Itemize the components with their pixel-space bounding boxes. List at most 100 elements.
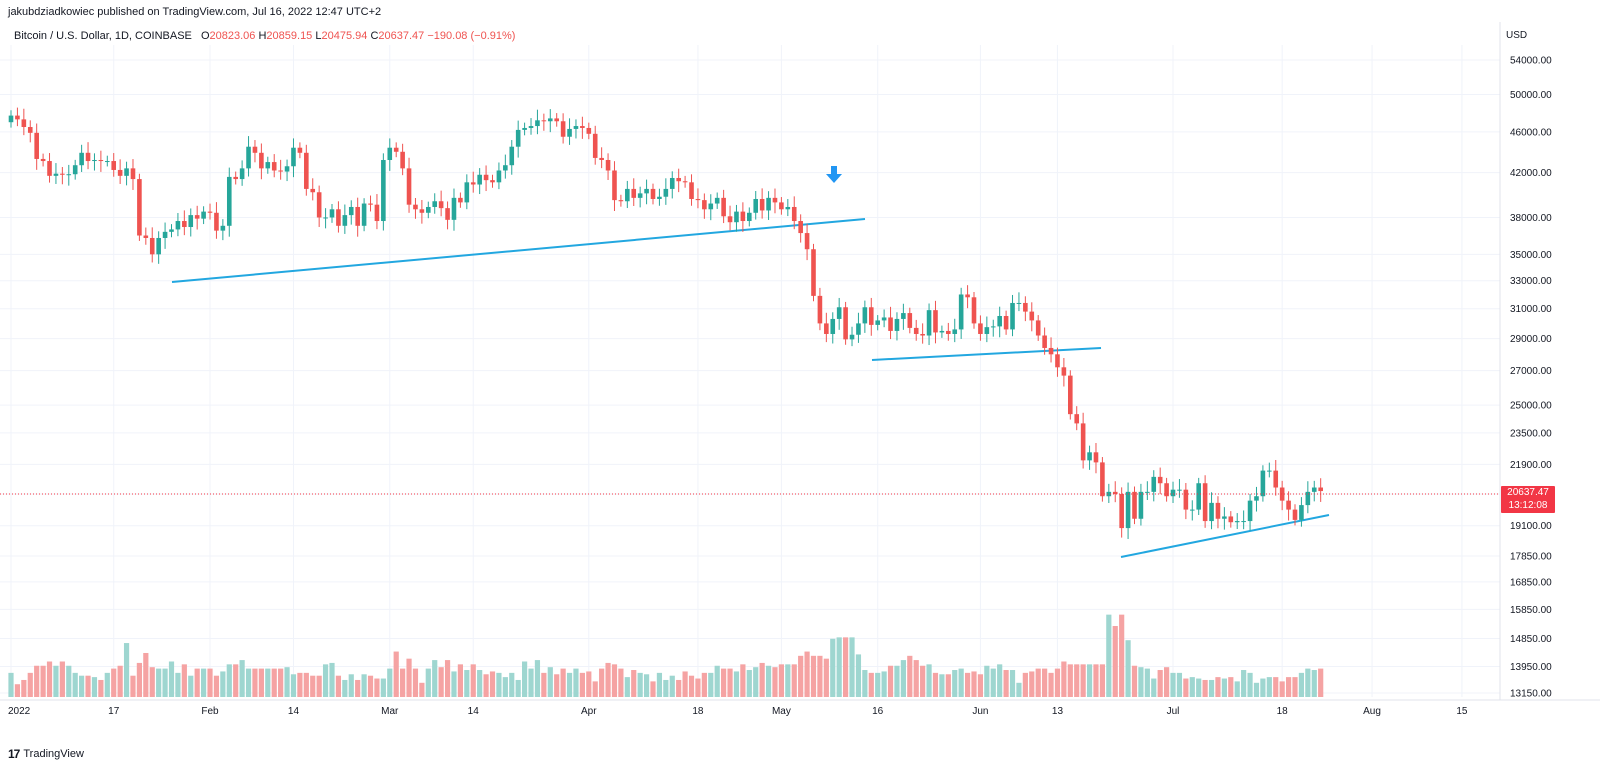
tradingview-footer[interactable]: 17 TradingView bbox=[8, 747, 84, 761]
candle bbox=[1055, 347, 1060, 377]
volume-bar bbox=[682, 671, 688, 697]
candle bbox=[496, 162, 502, 190]
candle bbox=[573, 119, 579, 139]
candle bbox=[856, 312, 861, 343]
candle bbox=[483, 165, 489, 192]
volume-bar bbox=[733, 671, 740, 697]
price-axis[interactable]: 54000.00 50000.00 46000.00 42000.00 38000.00… bbox=[1510, 56, 1552, 700]
volume-bar bbox=[541, 672, 547, 697]
volume-bar bbox=[688, 675, 695, 697]
volume-bar bbox=[1022, 672, 1028, 697]
candle bbox=[27, 120, 33, 143]
candle bbox=[1035, 315, 1041, 341]
candle bbox=[939, 325, 945, 338]
volume-bar bbox=[123, 643, 130, 697]
candle bbox=[284, 159, 290, 182]
y-tick-label: 38000.00 bbox=[1510, 213, 1552, 224]
candle bbox=[1234, 513, 1240, 529]
volume-bar bbox=[233, 664, 239, 697]
volume-bar bbox=[1054, 668, 1061, 697]
candle bbox=[984, 316, 990, 343]
volume-bar bbox=[701, 672, 707, 697]
candle bbox=[445, 201, 450, 230]
candle bbox=[8, 110, 14, 128]
candle bbox=[747, 207, 752, 227]
currency-label[interactable]: USD bbox=[1506, 30, 1528, 41]
volume-bar bbox=[1106, 614, 1112, 697]
volume-bar bbox=[599, 668, 605, 697]
candle bbox=[933, 300, 938, 344]
volume-bar bbox=[843, 637, 849, 697]
volume-bar bbox=[53, 665, 59, 697]
volume-bar bbox=[483, 674, 489, 697]
volume-bar bbox=[387, 668, 393, 697]
candle bbox=[567, 118, 572, 145]
trendlines[interactable] bbox=[171, 218, 1330, 558]
volume-bar bbox=[1311, 670, 1317, 697]
volume-bar bbox=[72, 672, 78, 697]
candle bbox=[1286, 491, 1291, 521]
volume-bar bbox=[573, 668, 579, 697]
volume-bar bbox=[1215, 677, 1221, 697]
volume-bar bbox=[887, 665, 894, 697]
candle bbox=[650, 183, 656, 205]
trendline-support-2[interactable] bbox=[871, 347, 1102, 361]
candle bbox=[323, 208, 328, 229]
candle bbox=[1228, 511, 1234, 528]
volume-bar bbox=[862, 670, 868, 697]
candle bbox=[753, 190, 759, 220]
candle bbox=[1029, 302, 1035, 332]
volume-bar bbox=[656, 672, 663, 697]
candle bbox=[881, 309, 887, 328]
volume-bar bbox=[1144, 668, 1150, 697]
volume-bars bbox=[8, 614, 1324, 697]
volume-bar bbox=[676, 679, 682, 697]
candle bbox=[252, 140, 258, 163]
volume-bar bbox=[611, 664, 618, 697]
volume-bar bbox=[143, 652, 149, 697]
volume-bar bbox=[477, 670, 483, 697]
volume-bar bbox=[708, 672, 714, 697]
candle bbox=[522, 122, 527, 136]
volume-bar bbox=[643, 674, 650, 697]
time-axis[interactable]: 2022 17 Feb 14 Mar 14 Apr 18 May 16 Jun 13 Jul 18 Aug 1… bbox=[8, 706, 1468, 717]
candle bbox=[117, 159, 123, 184]
candle bbox=[727, 205, 733, 231]
trendline-support-3[interactable] bbox=[1120, 514, 1330, 558]
y-tick-label: 15850.00 bbox=[1510, 605, 1552, 616]
volume-bar bbox=[1016, 682, 1022, 697]
volume-bar bbox=[464, 670, 470, 697]
volume-bar bbox=[1253, 682, 1260, 697]
x-tick-label: 2022 bbox=[8, 706, 31, 717]
volume-bar bbox=[817, 655, 823, 697]
candle bbox=[868, 297, 874, 336]
candle bbox=[233, 171, 238, 185]
volume-bar bbox=[1247, 672, 1253, 697]
candle bbox=[535, 109, 540, 135]
trendline-support-1[interactable] bbox=[171, 218, 866, 283]
volume-bar bbox=[939, 674, 945, 697]
candle bbox=[137, 173, 142, 241]
volume-bar bbox=[952, 670, 958, 697]
candle bbox=[1074, 406, 1080, 431]
volume-bar bbox=[592, 681, 598, 697]
candle bbox=[1145, 481, 1150, 500]
candle bbox=[824, 312, 829, 343]
volume-bar bbox=[181, 664, 187, 697]
volume-bar bbox=[1170, 672, 1176, 697]
down-arrow-icon[interactable] bbox=[826, 166, 842, 183]
volume-bar bbox=[252, 668, 258, 697]
candle bbox=[361, 198, 367, 232]
candle bbox=[1279, 480, 1285, 511]
volume-bar bbox=[1196, 678, 1202, 697]
candle bbox=[644, 179, 649, 205]
volume-bar bbox=[98, 679, 104, 697]
candle bbox=[1087, 445, 1092, 470]
x-tick-label: May bbox=[772, 706, 791, 717]
volume-bar bbox=[34, 665, 40, 697]
symbol-title[interactable]: Bitcoin / U.S. Dollar, 1D, COINBASE bbox=[14, 30, 192, 42]
candle bbox=[734, 204, 739, 232]
volume-bar bbox=[444, 660, 451, 697]
